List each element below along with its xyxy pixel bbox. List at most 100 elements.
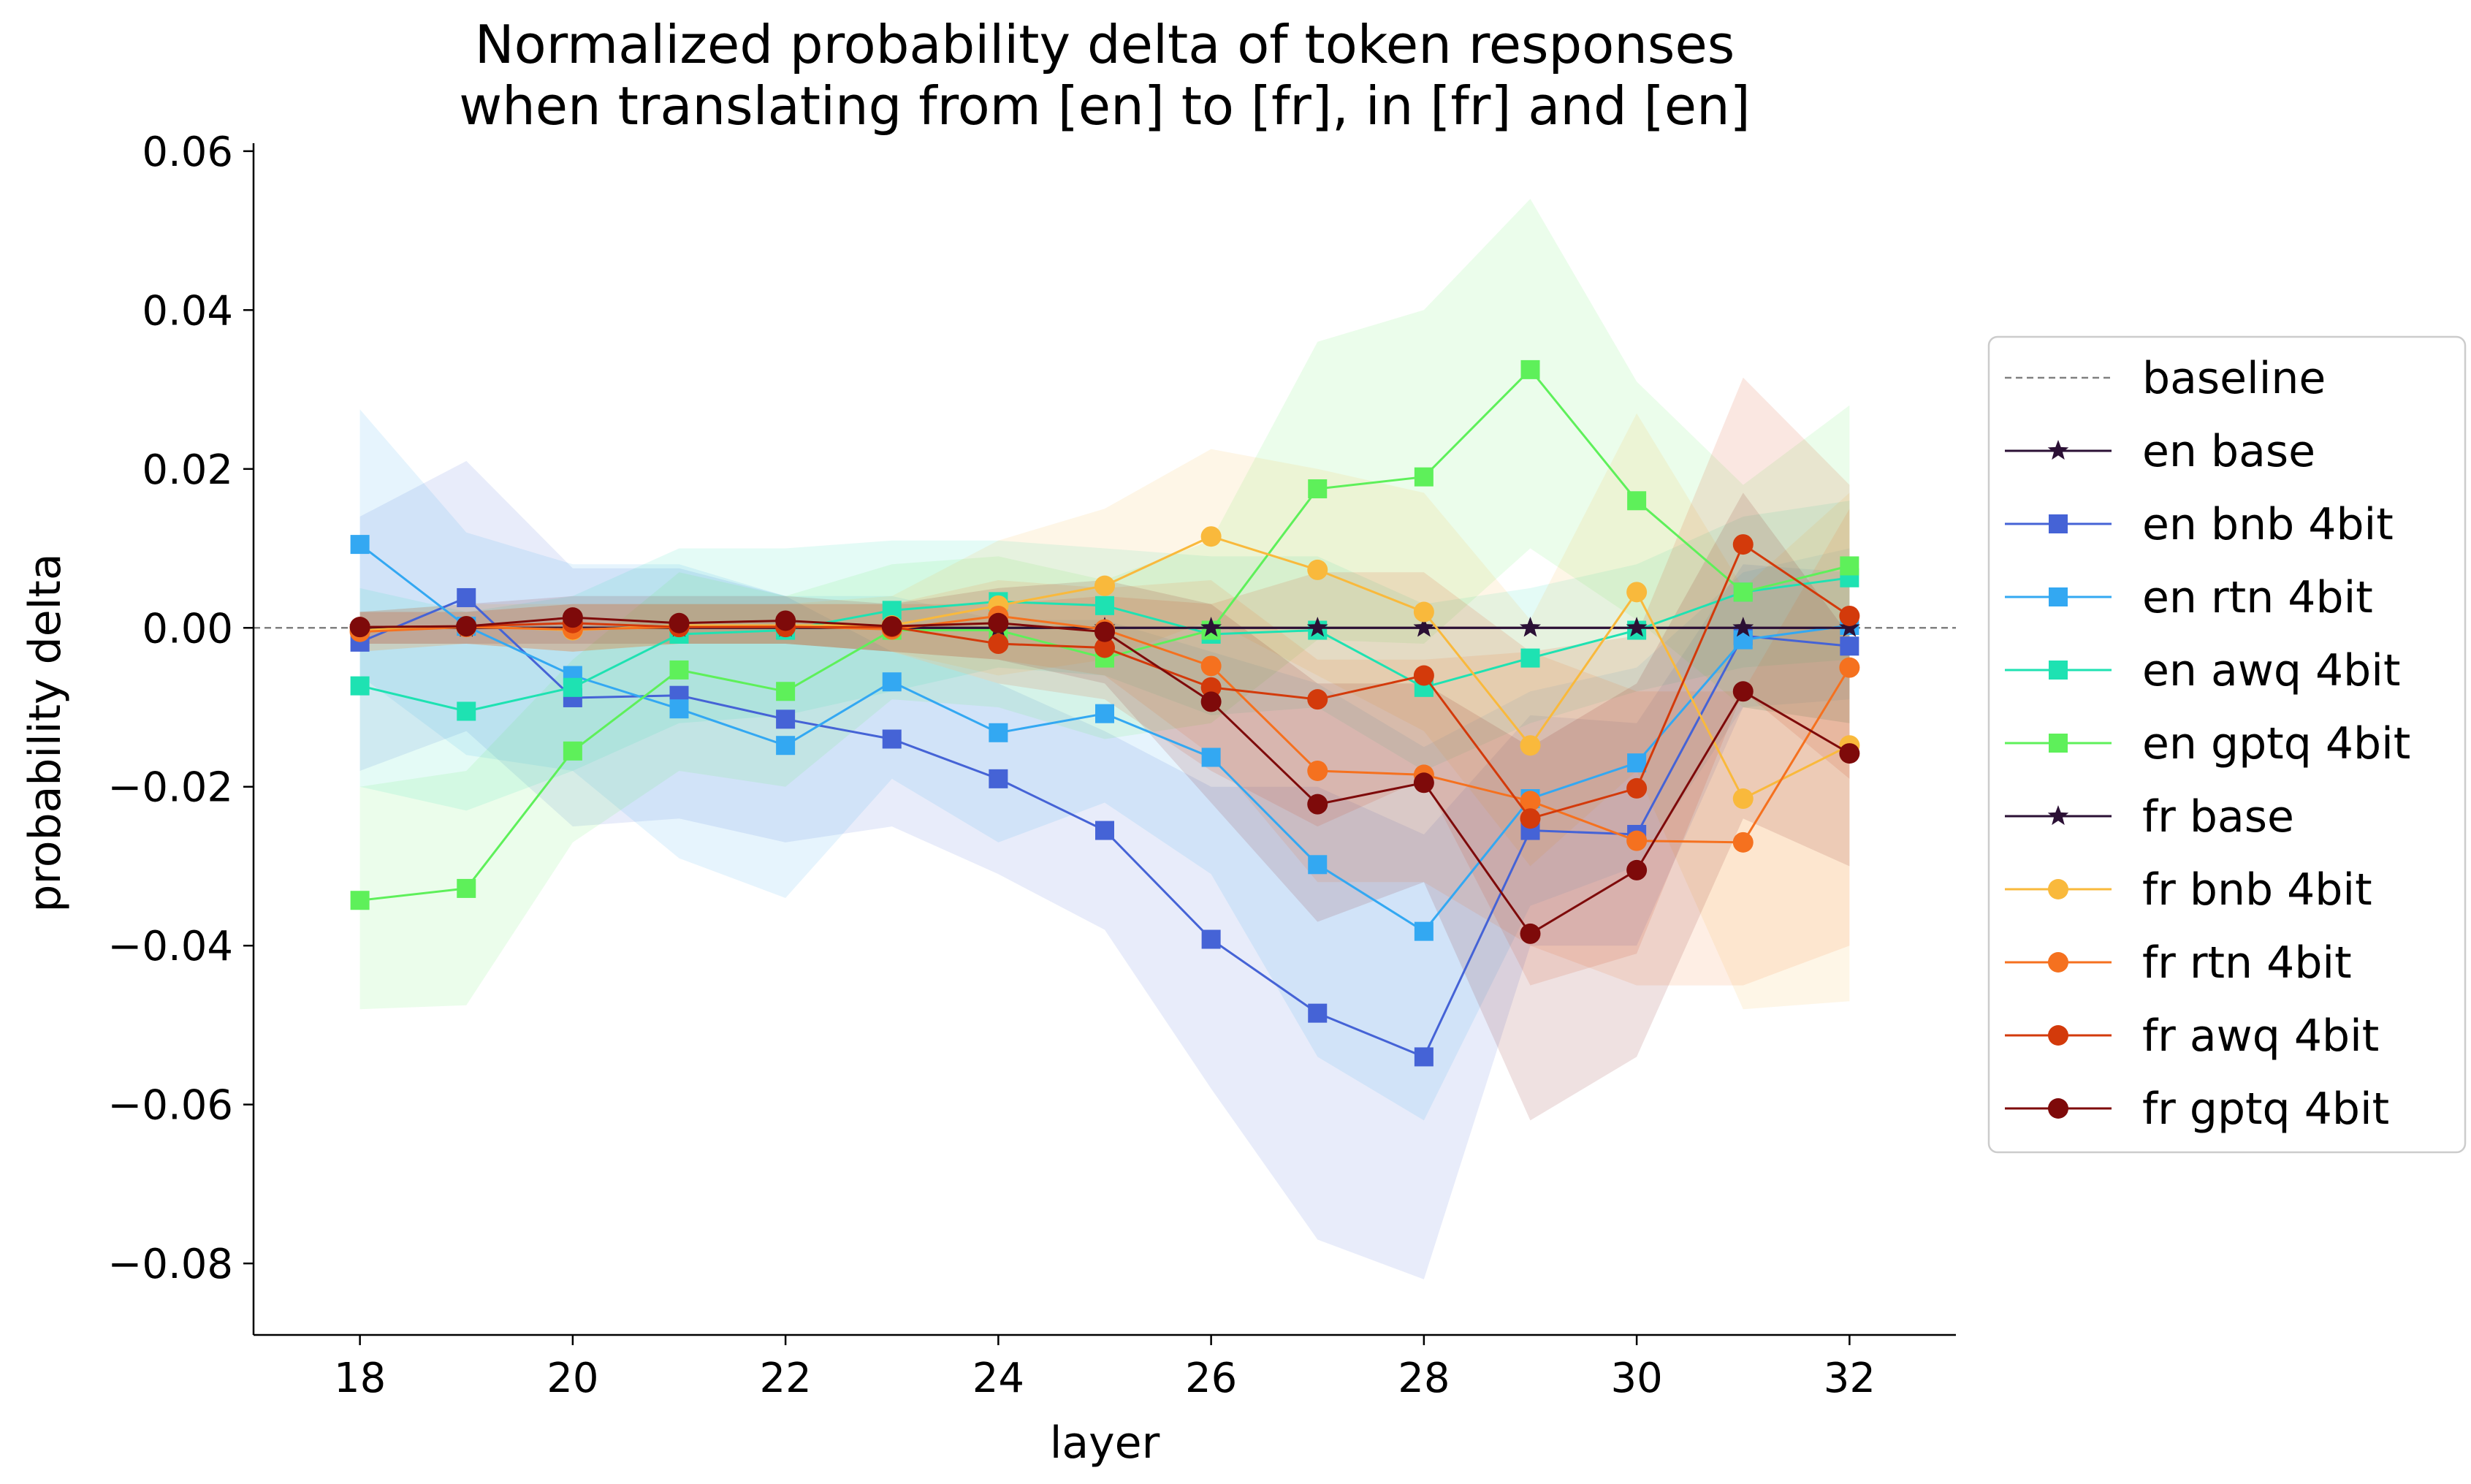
data-point-fr-base bbox=[1413, 617, 1435, 637]
data-point-fr-rtn-4bit bbox=[1626, 830, 1648, 851]
legend-item-fr-awq-4bit: fr awq 4bit bbox=[2005, 1011, 2379, 1062]
data-point-fr-gptq-4bit bbox=[562, 607, 583, 628]
data-point-fr-bnb-4bit bbox=[1626, 582, 1648, 603]
legend-item-en-base: en base bbox=[2005, 426, 2315, 477]
data-point-fr-base bbox=[1520, 617, 1541, 637]
legend-marker bbox=[2049, 734, 2068, 753]
data-point-en-gptq-4bit bbox=[669, 660, 689, 680]
data-point-fr-awq-4bit bbox=[1520, 808, 1541, 829]
data-point-en-gptq-4bit bbox=[1627, 491, 1647, 511]
data-point-fr-gptq-4bit bbox=[775, 610, 796, 631]
x-tick-label: 20 bbox=[547, 1355, 598, 1402]
data-point-en-awq-4bit bbox=[1520, 648, 1540, 668]
data-point-en-bnb-4bit bbox=[1095, 821, 1114, 840]
data-point-fr-gptq-4bit bbox=[456, 616, 477, 637]
data-point-en-gptq-4bit bbox=[1733, 582, 1753, 602]
data-point-en-gptq-4bit bbox=[1840, 556, 1859, 576]
data-point-en-gptq-4bit bbox=[457, 878, 476, 898]
legend-marker bbox=[2047, 440, 2069, 460]
legend-item-fr-gptq-4bit: fr gptq 4bit bbox=[2005, 1084, 2389, 1135]
data-point-fr-awq-4bit bbox=[988, 633, 1009, 655]
chart-title: Normalized probability delta of token re… bbox=[459, 14, 1751, 137]
data-point-fr-rtn-4bit bbox=[1732, 832, 1754, 853]
band-fr-awq-4bit bbox=[359, 377, 1850, 986]
y-tick-label: −0.06 bbox=[107, 1082, 233, 1130]
legend-marker bbox=[2048, 879, 2068, 899]
data-point-fr-gptq-4bit bbox=[1626, 859, 1648, 880]
y-tick-label: 0.06 bbox=[142, 129, 233, 176]
y-tick-label: 0.02 bbox=[142, 446, 233, 494]
legend-label: en rtn 4bit bbox=[2142, 572, 2373, 623]
data-point-en-awq-4bit bbox=[350, 676, 370, 696]
data-point-fr-bnb-4bit bbox=[1732, 788, 1754, 810]
data-point-fr-base bbox=[1626, 617, 1648, 637]
data-point-fr-base bbox=[1732, 617, 1754, 637]
data-point-fr-gptq-4bit bbox=[1520, 923, 1541, 944]
data-point-en-bnb-4bit bbox=[989, 769, 1008, 788]
data-point-en-rtn-4bit bbox=[669, 699, 689, 719]
x-tick-label: 28 bbox=[1398, 1355, 1450, 1402]
data-point-en-rtn-4bit bbox=[989, 723, 1008, 742]
legend-item-en-bnb-4bit: en bnb 4bit bbox=[2005, 499, 2394, 550]
band-fr-bnb-4bit bbox=[359, 413, 1850, 1010]
data-point-fr-gptq-4bit bbox=[1200, 691, 1222, 712]
legend-item-fr-bnb-4bit: fr bnb 4bit bbox=[2005, 864, 2372, 916]
data-point-en-rtn-4bit bbox=[350, 535, 370, 555]
legend-marker bbox=[2049, 661, 2068, 680]
x-tick-label: 26 bbox=[1185, 1355, 1237, 1402]
data-point-en-awq-4bit bbox=[1095, 595, 1114, 615]
data-point-fr-gptq-4bit bbox=[1839, 743, 1860, 764]
legend-marker bbox=[2047, 805, 2069, 826]
x-tick-label: 22 bbox=[759, 1355, 811, 1402]
y-axis-label: probability delta bbox=[20, 553, 71, 912]
data-point-en-bnb-4bit bbox=[1201, 929, 1221, 949]
confidence-bands bbox=[359, 199, 1850, 1279]
x-tick-label: 18 bbox=[334, 1355, 386, 1402]
legend-item-fr-base: fr base bbox=[2005, 791, 2294, 842]
data-point-en-rtn-4bit bbox=[1627, 753, 1647, 773]
data-point-fr-bnb-4bit bbox=[1413, 601, 1434, 623]
legend-label: baseline bbox=[2142, 353, 2326, 404]
x-tick-label: 24 bbox=[972, 1355, 1024, 1402]
data-point-fr-awq-4bit bbox=[1200, 677, 1222, 698]
y-tick-label: 0.04 bbox=[142, 287, 233, 335]
data-point-fr-gptq-4bit bbox=[1732, 681, 1754, 702]
data-point-en-awq-4bit bbox=[563, 677, 582, 697]
legend-label: en base bbox=[2142, 426, 2315, 477]
data-point-fr-awq-4bit bbox=[1413, 665, 1434, 686]
data-point-fr-gptq-4bit bbox=[669, 612, 690, 633]
data-point-fr-rtn-4bit bbox=[1307, 760, 1328, 781]
data-point-fr-bnb-4bit bbox=[1520, 735, 1541, 756]
series-lines bbox=[349, 359, 1860, 1067]
data-point-fr-gptq-4bit bbox=[881, 616, 902, 637]
data-point-fr-base bbox=[1839, 617, 1860, 637]
data-point-fr-rtn-4bit bbox=[1839, 657, 1860, 678]
data-point-en-bnb-4bit bbox=[882, 729, 902, 749]
legend-marker bbox=[2048, 952, 2068, 973]
axes: 18 20 22 24 26 28 30 32 0.06 0.04 0.02 0.00 −0.02 −0.… bbox=[107, 129, 1956, 1402]
data-point-fr-gptq-4bit bbox=[349, 617, 370, 638]
data-point-fr-base bbox=[1200, 617, 1222, 637]
data-point-fr-bnb-4bit bbox=[1307, 559, 1328, 580]
data-point-fr-bnb-4bit bbox=[1094, 575, 1115, 596]
legend-label: en bnb 4bit bbox=[2142, 499, 2394, 550]
data-point-en-gptq-4bit bbox=[1414, 467, 1434, 487]
data-point-fr-rtn-4bit bbox=[1520, 791, 1541, 812]
legend-item-en-rtn-4bit: en rtn 4bit bbox=[2005, 572, 2373, 623]
legend-marker bbox=[2048, 1098, 2068, 1119]
legend: baseline en base en bnb 4bit en rtn 4bit en … bbox=[1987, 335, 2467, 1154]
legend-label: en gptq 4bit bbox=[2142, 718, 2410, 769]
legend-label: en awq 4bit bbox=[2142, 645, 2400, 696]
data-point-fr-gptq-4bit bbox=[988, 612, 1009, 633]
legend-box bbox=[1987, 335, 2467, 1154]
y-tick-label: −0.08 bbox=[107, 1241, 233, 1288]
legend-label: fr rtn 4bit bbox=[2142, 937, 2352, 989]
data-point-en-gptq-4bit bbox=[350, 891, 370, 910]
data-point-fr-gptq-4bit bbox=[1094, 621, 1115, 642]
band-en-bnb-4bit bbox=[359, 460, 1850, 1279]
data-point-fr-awq-4bit bbox=[1839, 605, 1860, 626]
legend-label: fr base bbox=[2142, 791, 2294, 842]
data-point-en-rtn-4bit bbox=[882, 672, 902, 692]
data-point-fr-awq-4bit bbox=[1732, 534, 1754, 555]
